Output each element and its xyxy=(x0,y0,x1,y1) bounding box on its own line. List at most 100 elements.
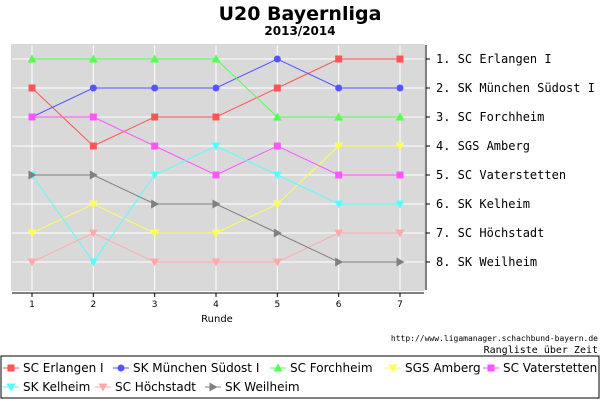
legend-box xyxy=(0,355,600,399)
x-tick-label: 6 xyxy=(336,300,342,310)
data-point xyxy=(395,200,405,209)
data-point xyxy=(272,258,282,267)
data-point xyxy=(150,258,160,267)
x-tick-label: 2 xyxy=(90,300,96,310)
data-point xyxy=(273,142,281,150)
legend-item: SC Erlangen I xyxy=(3,361,104,375)
legend-item: SK München Südost I xyxy=(113,361,259,375)
axis-layer: 1 2 3 4 5 6 7 xyxy=(12,45,430,310)
data-point xyxy=(98,383,108,392)
legend: SC Erlangen I SK München Südost I SC Forch… xyxy=(3,361,597,394)
data-point xyxy=(89,113,97,121)
chart-subtitle: 2013/2014 xyxy=(264,24,335,38)
data-point xyxy=(27,258,37,267)
data-point xyxy=(211,258,221,267)
data-point xyxy=(272,200,282,209)
data-point xyxy=(151,199,160,209)
data-point xyxy=(388,364,398,373)
data-point xyxy=(334,112,344,121)
data-point xyxy=(335,84,343,92)
legend-item: SC Vaterstetten xyxy=(483,361,597,375)
series-sk-weilheim xyxy=(28,170,405,267)
legend-label: SK Weilheim xyxy=(225,380,300,394)
data-point xyxy=(212,84,220,92)
data-point xyxy=(211,229,221,238)
legend-label: SK München Südost I xyxy=(133,361,259,375)
data-point xyxy=(89,84,97,92)
series-sc-vaterstetten xyxy=(28,113,404,179)
data-point xyxy=(28,84,36,92)
data-point xyxy=(395,112,405,121)
data-point xyxy=(395,229,405,238)
x-tick-label: 4 xyxy=(213,300,219,310)
x-axis-label: Runde xyxy=(201,314,233,325)
x-tick-label: 1 xyxy=(29,300,35,310)
data-point xyxy=(396,84,404,92)
data-point xyxy=(211,142,221,151)
data-point xyxy=(396,55,404,63)
data-point xyxy=(27,54,37,63)
data-point xyxy=(89,170,98,180)
rank-label: 8. SK Weilheim xyxy=(436,255,537,269)
data-point xyxy=(487,364,495,372)
series-sc-forchheim xyxy=(27,54,405,121)
series-sc-erlangen-i xyxy=(28,55,404,150)
data-point xyxy=(88,200,98,209)
legend-label: SK Kelheim xyxy=(23,380,90,394)
data-point xyxy=(28,113,36,121)
rank-label: 7. SC Höchstadt xyxy=(436,226,544,240)
data-point xyxy=(395,142,405,151)
x-tick-label: 5 xyxy=(274,300,280,310)
series-sc-h-chstadt xyxy=(27,229,405,267)
rank-label: 6. SK Kelheim xyxy=(436,197,530,211)
legend-item: SK Kelheim xyxy=(3,380,90,394)
chart-caption: Rangliste über Zeit xyxy=(484,345,598,356)
data-point xyxy=(272,112,282,121)
data-point xyxy=(212,171,220,179)
data-point xyxy=(7,364,15,372)
legend-label: SGS Amberg xyxy=(405,361,481,375)
data-point xyxy=(273,55,281,63)
source-url: http://www.ligamanager.schachbund-bayern… xyxy=(391,334,598,343)
data-point xyxy=(334,200,344,209)
data-point xyxy=(151,84,159,92)
rank-label: 4. SGS Amberg xyxy=(436,139,530,153)
plot-area xyxy=(12,45,424,290)
data-point xyxy=(273,228,282,238)
data-point xyxy=(211,54,221,63)
legend-label: SC Erlangen I xyxy=(23,361,104,375)
data-point xyxy=(335,55,343,63)
data-point xyxy=(334,142,344,151)
data-point xyxy=(6,383,16,392)
data-point xyxy=(89,142,97,150)
data-point xyxy=(334,229,344,238)
rank-label: 3. SC Forchheim xyxy=(436,110,544,124)
rank-label: 1. SC Erlangen I xyxy=(436,52,552,66)
data-point xyxy=(150,54,160,63)
data-point xyxy=(151,142,159,150)
series-sgs-amberg xyxy=(27,142,405,238)
x-tick-label: 3 xyxy=(152,300,158,310)
data-point xyxy=(150,171,160,180)
data-point xyxy=(335,171,343,179)
data-point xyxy=(27,229,37,238)
data-point xyxy=(117,364,125,372)
data-point xyxy=(150,229,160,238)
data-point xyxy=(396,257,405,267)
data-point xyxy=(212,113,220,121)
data-point xyxy=(273,84,281,92)
legend-item: SGS Amberg xyxy=(385,361,481,375)
legend-label: SC Forchheim xyxy=(290,361,373,375)
data-point xyxy=(273,363,283,372)
data-point xyxy=(88,54,98,63)
series-layer xyxy=(27,54,405,267)
rank-labels: 1. SC Erlangen I 2. SK München Südost I 3.… xyxy=(436,52,595,269)
legend-item: SC Höchstadt xyxy=(95,380,196,394)
data-point xyxy=(396,171,404,179)
data-point xyxy=(88,258,98,267)
data-point xyxy=(335,257,344,267)
data-point xyxy=(272,171,282,180)
data-point xyxy=(88,229,98,238)
